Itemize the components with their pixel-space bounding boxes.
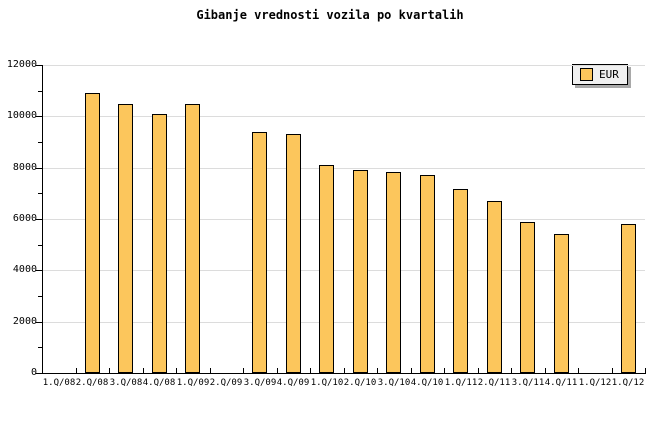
- x-axis-tick: [478, 368, 479, 373]
- x-axis-tick: [277, 368, 278, 373]
- y-axis-minor-tick: [38, 245, 42, 246]
- x-axis-tick: [545, 368, 546, 373]
- x-axis-tick: [176, 368, 177, 373]
- x-axis-tick-label: 2.Q/10: [343, 378, 377, 388]
- legend: EUR: [572, 64, 628, 85]
- bar: [520, 222, 535, 373]
- chart-title: Gibanje vrednosti vozila po kvartalih: [196, 8, 464, 22]
- x-axis-tick-label: 2.Q/09: [209, 378, 243, 388]
- y-axis-tick-label: 4000: [12, 264, 37, 275]
- y-axis-tick: [36, 219, 42, 220]
- y-axis-tick: [36, 270, 42, 271]
- x-axis-tick: [377, 368, 378, 373]
- x-axis-tick: [645, 368, 646, 373]
- y-gridline: [43, 219, 645, 220]
- x-axis-tick: [109, 368, 110, 373]
- x-axis-tick-label: 3.Q/10: [377, 378, 411, 388]
- x-axis-tick-label: 4.Q/11: [544, 378, 578, 388]
- y-axis-minor-tick: [38, 91, 42, 92]
- x-axis-tick-label: 4.Q/09: [276, 378, 310, 388]
- bar: [621, 224, 636, 373]
- y-axis-line: [42, 65, 43, 374]
- bar: [319, 165, 334, 373]
- y-axis-minor-tick: [38, 347, 42, 348]
- y-gridline: [43, 168, 645, 169]
- x-axis-tick: [578, 368, 579, 373]
- x-axis-tick-label: 4.Q/08: [142, 378, 176, 388]
- x-axis-tick: [411, 368, 412, 373]
- x-axis-tick-label: 1.Q/11: [444, 378, 478, 388]
- y-gridline: [43, 270, 645, 271]
- y-axis-tick: [36, 168, 42, 169]
- x-axis-tick-label: 4.Q/10: [410, 378, 444, 388]
- y-axis-tick: [36, 65, 42, 66]
- x-axis-tick-label: 1.Q/12: [578, 378, 612, 388]
- x-axis-tick-label: 3.Q/11: [511, 378, 545, 388]
- y-axis-tick-label: 6000: [12, 213, 37, 224]
- x-axis-tick-label: 1.Q/12: [611, 378, 645, 388]
- bar: [85, 93, 100, 373]
- y-axis-tick: [36, 373, 42, 374]
- y-axis-minor-tick: [38, 142, 42, 143]
- x-axis-tick: [344, 368, 345, 373]
- bar: [252, 132, 267, 373]
- bar: [185, 104, 200, 373]
- bar: [152, 114, 167, 373]
- x-axis-tick-label: 1.Q/10: [310, 378, 344, 388]
- y-axis-tick: [36, 322, 42, 323]
- x-axis-tick-label: 3.Q/09: [243, 378, 277, 388]
- y-axis-tick-label: 8000: [12, 162, 37, 173]
- x-axis-tick: [210, 368, 211, 373]
- x-axis-tick: [76, 368, 77, 373]
- x-axis-tick: [612, 368, 613, 373]
- legend-label: EUR: [599, 68, 619, 81]
- x-axis-line: [42, 373, 646, 374]
- x-axis-tick: [444, 368, 445, 373]
- bar: [420, 175, 435, 373]
- x-axis-tick: [511, 368, 512, 373]
- y-gridline: [43, 116, 645, 117]
- y-gridline: [43, 322, 645, 323]
- bar: [554, 234, 569, 373]
- x-axis-tick-label: 1.Q/08: [42, 378, 76, 388]
- y-axis-tick-label: 12000: [6, 59, 37, 70]
- x-axis-tick-label: 1.Q/09: [176, 378, 210, 388]
- y-axis-tick-label: 2000: [12, 316, 37, 327]
- x-axis-tick-label: 3.Q/08: [109, 378, 143, 388]
- x-axis-tick: [42, 368, 43, 373]
- x-axis-tick-label: 2.Q/11: [477, 378, 511, 388]
- y-axis-minor-tick: [38, 296, 42, 297]
- bar: [487, 201, 502, 373]
- y-axis-minor-tick: [38, 193, 42, 194]
- y-axis-tick: [36, 116, 42, 117]
- bar: [453, 189, 468, 373]
- legend-swatch-icon: [580, 68, 593, 81]
- y-gridline: [43, 65, 645, 66]
- x-axis-tick: [310, 368, 311, 373]
- y-axis-tick-label: 0: [30, 367, 37, 378]
- y-axis-tick-label: 10000: [6, 110, 37, 121]
- bar: [286, 134, 301, 373]
- x-axis-tick: [243, 368, 244, 373]
- bar: [118, 104, 133, 373]
- bar: [386, 172, 401, 373]
- x-axis-tick: [143, 368, 144, 373]
- bar: [353, 170, 368, 373]
- x-axis-tick-label: 2.Q/08: [75, 378, 109, 388]
